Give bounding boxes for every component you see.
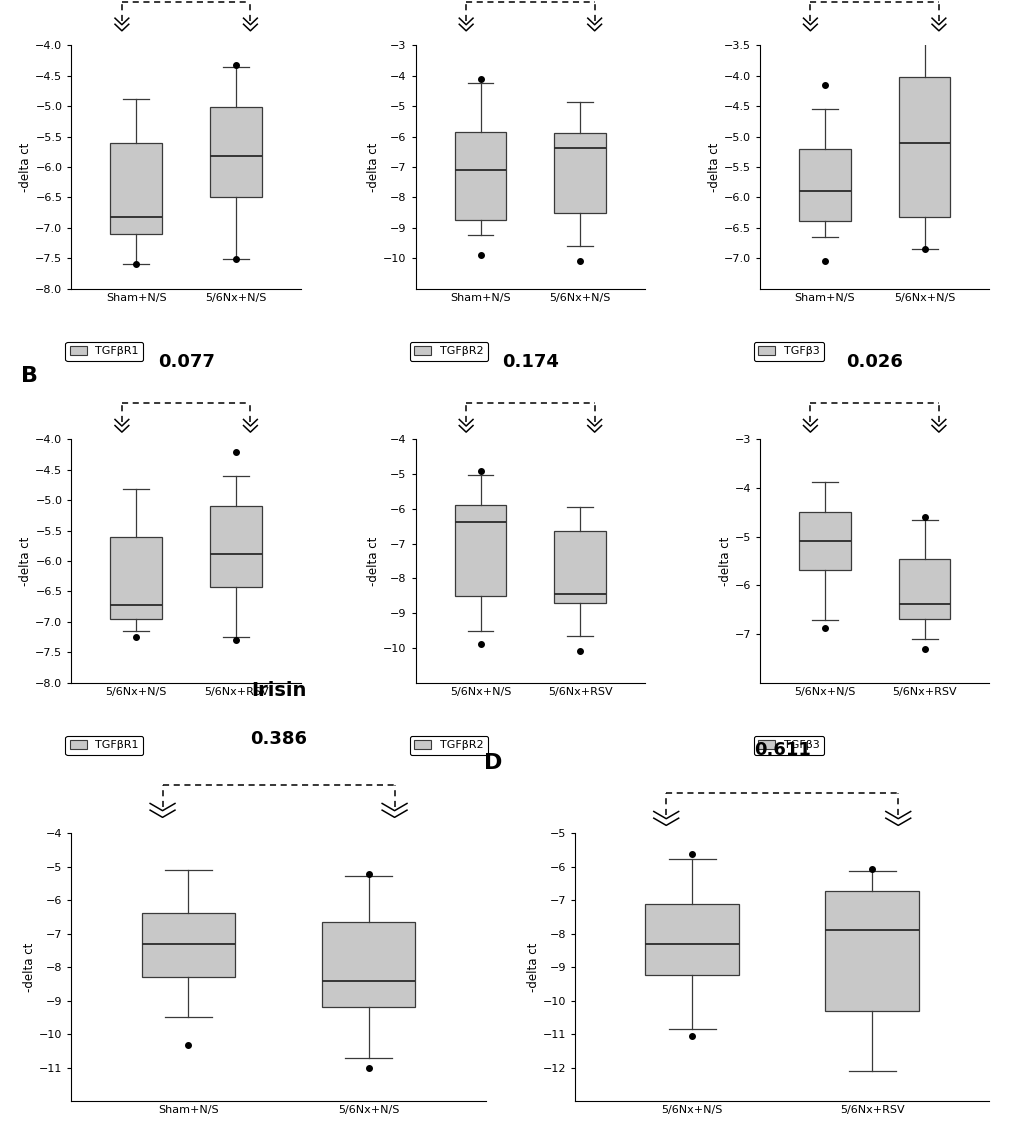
PathPatch shape [210,108,262,197]
PathPatch shape [110,143,162,234]
Legend: TGFβ3: TGFβ3 [753,342,823,361]
Text: 0.077: 0.077 [158,353,214,371]
PathPatch shape [321,922,415,1007]
PathPatch shape [454,505,506,596]
PathPatch shape [898,77,950,217]
Text: 0.386: 0.386 [250,730,307,748]
PathPatch shape [898,558,950,620]
PathPatch shape [824,891,918,1011]
Y-axis label: -delta ct: -delta ct [23,942,37,992]
PathPatch shape [210,506,262,587]
PathPatch shape [798,149,850,220]
PathPatch shape [645,903,739,975]
Legend: TGFβR2: TGFβR2 [410,342,487,361]
Text: B: B [21,367,38,386]
PathPatch shape [110,537,162,619]
Y-axis label: -delta ct: -delta ct [526,942,539,992]
Y-axis label: -delta ct: -delta ct [19,537,33,586]
Y-axis label: -delta ct: -delta ct [367,537,380,586]
Legend: TGFβR2: TGFβR2 [410,735,487,755]
Text: 0.026: 0.026 [846,353,902,371]
Text: 0.611: 0.611 [753,740,810,758]
Text: D: D [483,754,501,773]
PathPatch shape [142,913,235,976]
Y-axis label: -delta ct: -delta ct [19,142,33,192]
Text: Irisin: Irisin [251,681,306,699]
Legend: TGFβR1: TGFβR1 [65,735,144,755]
Y-axis label: -delta ct: -delta ct [367,142,380,192]
Y-axis label: -delta ct: -delta ct [707,142,720,192]
PathPatch shape [553,531,605,603]
Legend: TGFβR1: TGFβR1 [65,342,144,361]
PathPatch shape [798,512,850,570]
Y-axis label: -delta ct: -delta ct [718,537,731,586]
Legend: TGFβ3: TGFβ3 [753,735,823,755]
PathPatch shape [553,133,605,212]
Text: 0.174: 0.174 [501,353,558,371]
PathPatch shape [454,132,506,220]
